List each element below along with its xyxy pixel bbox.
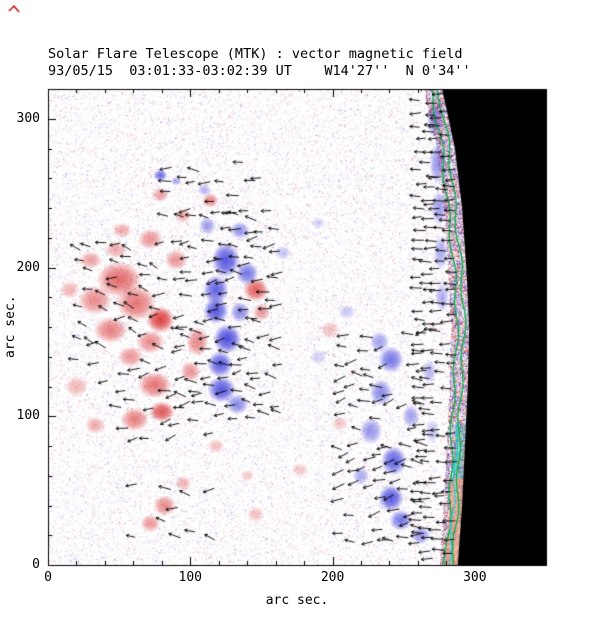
plot-subtitle: 93/05/15 03:01:33-03:02:39 UT W14'27'' N… xyxy=(48,63,471,79)
y-tick-label: 0 xyxy=(32,557,40,572)
x-tick-label: 200 xyxy=(320,570,345,585)
x-tick-label: 300 xyxy=(463,570,487,585)
y-tick-label: 100 xyxy=(16,408,40,424)
y-axis-label: arc sec. xyxy=(3,295,18,358)
y-tick-label: 200 xyxy=(16,259,40,275)
y-tick-label: 300 xyxy=(16,110,40,126)
plot-title: Solar Flare Telescope (MTK) : vector mag… xyxy=(48,46,463,62)
x-axis-label: arc sec. xyxy=(265,593,329,608)
x-tick-label: 0 xyxy=(44,570,52,585)
x-tick-label: 100 xyxy=(178,570,203,585)
